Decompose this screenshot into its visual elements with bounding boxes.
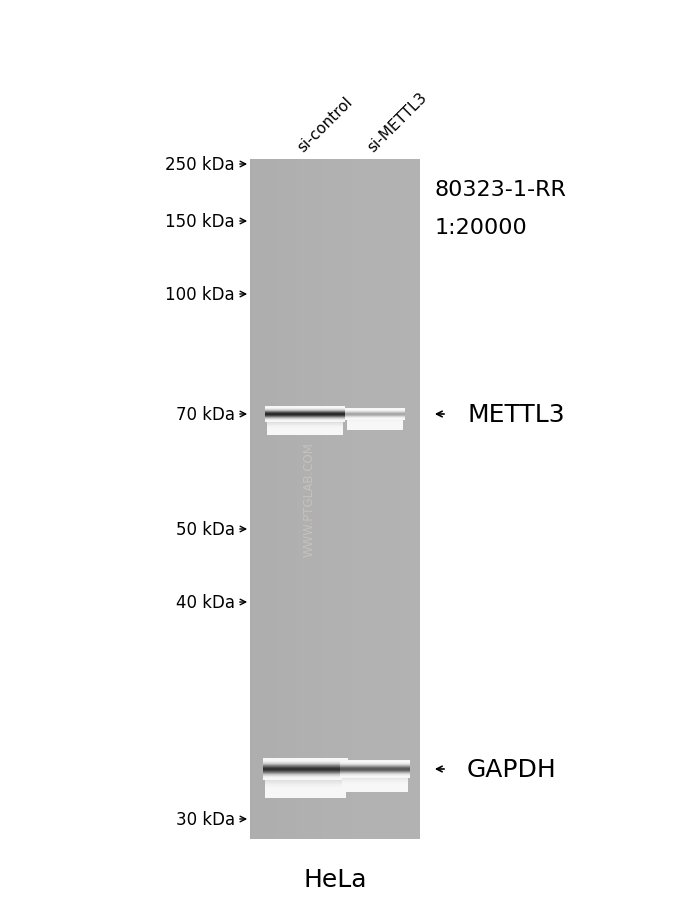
Bar [301, 160, 303, 839]
Bar [354, 160, 356, 839]
Bar [403, 160, 405, 839]
Bar [278, 160, 280, 839]
Bar [265, 160, 267, 839]
Bar [250, 160, 252, 839]
Bar [308, 160, 310, 839]
Bar [259, 160, 261, 839]
Bar [269, 160, 271, 839]
Bar [394, 160, 397, 839]
Text: 1:20000: 1:20000 [435, 217, 528, 238]
Text: WWW.PTGLAB.COM: WWW.PTGLAB.COM [303, 442, 316, 557]
Bar [261, 160, 263, 839]
Bar [388, 160, 390, 839]
Bar [286, 160, 289, 839]
Bar [369, 160, 371, 839]
Bar [386, 160, 388, 839]
Bar [331, 160, 333, 839]
Bar [257, 160, 259, 839]
Bar [359, 160, 361, 839]
Bar [289, 160, 291, 839]
Bar [263, 160, 265, 839]
Bar [340, 160, 342, 839]
Bar [284, 160, 286, 839]
Text: 250 kDa: 250 kDa [166, 156, 235, 174]
Bar [250, 160, 420, 839]
Text: 80323-1-RR: 80323-1-RR [435, 179, 567, 199]
Bar [350, 160, 352, 839]
Bar [295, 160, 297, 839]
Bar [314, 160, 316, 839]
Bar [352, 160, 354, 839]
Bar [411, 160, 414, 839]
Bar [333, 160, 335, 839]
Text: HeLa: HeLa [304, 867, 367, 891]
Bar [382, 160, 384, 839]
Bar [318, 160, 320, 839]
Bar [401, 160, 403, 839]
Text: 30 kDa: 30 kDa [176, 810, 235, 828]
Bar [271, 160, 274, 839]
Bar [254, 160, 257, 839]
Bar [378, 160, 380, 839]
Bar [280, 160, 282, 839]
Bar [312, 160, 314, 839]
Bar [306, 160, 308, 839]
Bar [316, 160, 318, 839]
Bar [310, 160, 312, 839]
Bar [325, 160, 327, 839]
Bar [267, 160, 269, 839]
Bar [390, 160, 392, 839]
Bar [371, 160, 373, 839]
Text: 50 kDa: 50 kDa [176, 520, 235, 538]
Bar [303, 160, 306, 839]
Text: 70 kDa: 70 kDa [176, 406, 235, 424]
Bar [337, 160, 340, 839]
Bar [320, 160, 323, 839]
Bar [356, 160, 359, 839]
Text: 40 kDa: 40 kDa [176, 594, 235, 612]
Bar [416, 160, 418, 839]
Bar [252, 160, 254, 839]
Bar [297, 160, 299, 839]
Bar [361, 160, 363, 839]
Text: METTL3: METTL3 [467, 402, 565, 427]
Bar [282, 160, 284, 839]
Bar [373, 160, 375, 839]
Text: si-control: si-control [295, 94, 355, 155]
Bar [335, 160, 337, 839]
Bar [327, 160, 329, 839]
Bar [384, 160, 386, 839]
Bar [363, 160, 365, 839]
Bar [380, 160, 382, 839]
Bar [365, 160, 367, 839]
Bar [329, 160, 331, 839]
Bar [293, 160, 295, 839]
Bar [397, 160, 399, 839]
Bar [418, 160, 420, 839]
Bar [323, 160, 325, 839]
Bar [348, 160, 350, 839]
Text: 100 kDa: 100 kDa [166, 286, 235, 304]
Bar [342, 160, 344, 839]
Text: GAPDH: GAPDH [467, 757, 557, 781]
Bar [344, 160, 346, 839]
Bar [276, 160, 278, 839]
Bar [367, 160, 369, 839]
Bar [375, 160, 378, 839]
Bar [414, 160, 416, 839]
Bar [392, 160, 394, 839]
Bar [299, 160, 301, 839]
Bar [399, 160, 401, 839]
Bar [274, 160, 276, 839]
Bar [407, 160, 409, 839]
Bar [405, 160, 407, 839]
Bar [291, 160, 293, 839]
Bar [409, 160, 411, 839]
Text: si-METTL3: si-METTL3 [365, 89, 430, 155]
Bar [346, 160, 348, 839]
Text: 150 kDa: 150 kDa [166, 213, 235, 231]
